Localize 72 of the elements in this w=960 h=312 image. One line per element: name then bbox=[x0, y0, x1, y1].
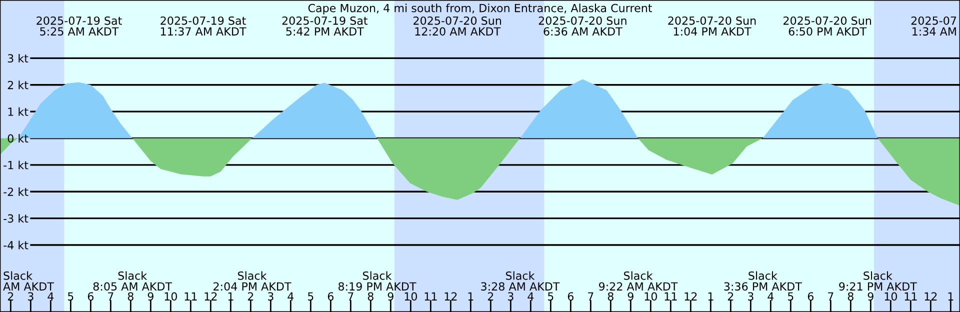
x-tick-label: 5 bbox=[308, 292, 314, 301]
x-tick-label: 7 bbox=[108, 292, 114, 300]
x-tick-label: 3 bbox=[508, 292, 514, 301]
x-tick-label: 2 bbox=[728, 292, 734, 300]
x-tick-label: 6 bbox=[568, 292, 574, 301]
annotation: 2025-07-20 Sun 6:36 AM AKDT bbox=[538, 16, 626, 36]
x-tick-label: 7 bbox=[588, 292, 594, 300]
x-tick-label: 9 bbox=[388, 292, 394, 301]
y-tick-label: 1 kt bbox=[8, 107, 28, 116]
annotation: 2025-07-19 Sat 11:37 AM AKDT bbox=[160, 16, 246, 36]
x-tick-label: 6 bbox=[808, 292, 814, 301]
x-tick-label: 11 bbox=[904, 292, 917, 300]
y-tick-label: 3 kt bbox=[8, 54, 28, 63]
x-tick-label: 10 bbox=[884, 292, 897, 301]
x-tick-label: 8 bbox=[128, 292, 134, 301]
annotation: Slack 8:05 AM AKDT bbox=[93, 271, 172, 291]
x-tick-label: 12 bbox=[924, 292, 937, 300]
annotation: Slack 8:19 PM AKDT bbox=[338, 271, 416, 291]
x-tick-label: 1 bbox=[468, 292, 474, 300]
x-tick-label: 12 bbox=[684, 292, 697, 300]
x-tick-label: 7 bbox=[828, 292, 834, 300]
x-tick-label: 3 bbox=[28, 292, 34, 301]
y-tick-label: 2 kt bbox=[8, 80, 28, 90]
x-tick-label: 8 bbox=[848, 292, 854, 301]
x-tick-label: 12 bbox=[204, 292, 217, 300]
x-tick-label: 2 bbox=[488, 292, 494, 300]
x-tick-label: 9 bbox=[868, 292, 874, 301]
annotation: 2025-07-19 Sat 5:42 PM AKDT bbox=[282, 16, 368, 36]
x-tick-label: 1 bbox=[948, 292, 954, 300]
annotation: Slack 2:04 PM AKDT bbox=[214, 271, 292, 291]
annotation: Slack AM AKDT bbox=[3, 271, 54, 290]
y-tick-label: -1 kt bbox=[4, 160, 28, 170]
x-tick-label: 5 bbox=[548, 292, 554, 301]
chart-title: Cape Muzon, 4 mi south from, Dixon Entrance, Alaska Current bbox=[308, 4, 652, 14]
x-tick-label: 4 bbox=[48, 292, 54, 300]
x-tick-label: 3 bbox=[748, 292, 754, 301]
y-tick-label: -3 kt bbox=[4, 214, 28, 223]
x-tick-label: 8 bbox=[608, 292, 614, 301]
x-tick-label: 8 bbox=[368, 292, 374, 301]
annotation: Slack 3:36 PM AKDT bbox=[724, 271, 802, 291]
x-tick-label: 2 bbox=[248, 292, 254, 300]
x-tick-label: 5 bbox=[788, 292, 794, 301]
annotation: Slack 9:22 AM AKDT bbox=[598, 271, 678, 291]
x-tick-label: 12 bbox=[444, 292, 457, 300]
x-tick-label: 10 bbox=[164, 292, 177, 301]
annotation: Slack 9:21 PM AKDT bbox=[839, 271, 917, 291]
x-tick-label: 11 bbox=[664, 292, 677, 300]
y-tick-label: -2 kt bbox=[4, 187, 28, 196]
annotation: 2025-07 1:34 AM bbox=[911, 16, 956, 36]
x-tick-label: 4 bbox=[768, 292, 774, 300]
x-tick-label: 7 bbox=[348, 292, 354, 300]
annotation: Slack 3:28 AM AKDT bbox=[481, 271, 560, 291]
x-tick-label: 4 bbox=[528, 292, 534, 300]
x-tick-label: 2 bbox=[8, 292, 14, 300]
x-tick-label: 11 bbox=[184, 292, 197, 300]
x-tick-label: 4 bbox=[288, 292, 294, 300]
x-tick-label: 1 bbox=[228, 292, 234, 300]
x-tick-label: 10 bbox=[404, 292, 417, 301]
y-tick-label: -4 kt bbox=[4, 240, 28, 250]
x-tick-label: 3 bbox=[268, 292, 274, 301]
x-tick-label: 10 bbox=[644, 292, 657, 301]
x-tick-label: 6 bbox=[88, 292, 94, 301]
x-tick-label: 6 bbox=[328, 292, 334, 301]
annotation: 2025-07-19 Sat 5:25 AM AKDT bbox=[36, 16, 122, 36]
x-tick-label: 5 bbox=[68, 292, 74, 301]
annotation: 2025-07-20 Sun 6:50 PM AKDT bbox=[784, 16, 872, 36]
x-tick-label: 11 bbox=[424, 292, 437, 300]
annotation: 2025-07-20 Sun 1:04 PM AKDT bbox=[668, 16, 756, 36]
x-tick-label: 9 bbox=[628, 292, 634, 301]
x-tick-label: 9 bbox=[148, 292, 154, 301]
annotation: 2025-07-20 Sun 12:20 AM AKDT bbox=[414, 16, 502, 36]
x-tick-label: 1 bbox=[708, 292, 714, 300]
